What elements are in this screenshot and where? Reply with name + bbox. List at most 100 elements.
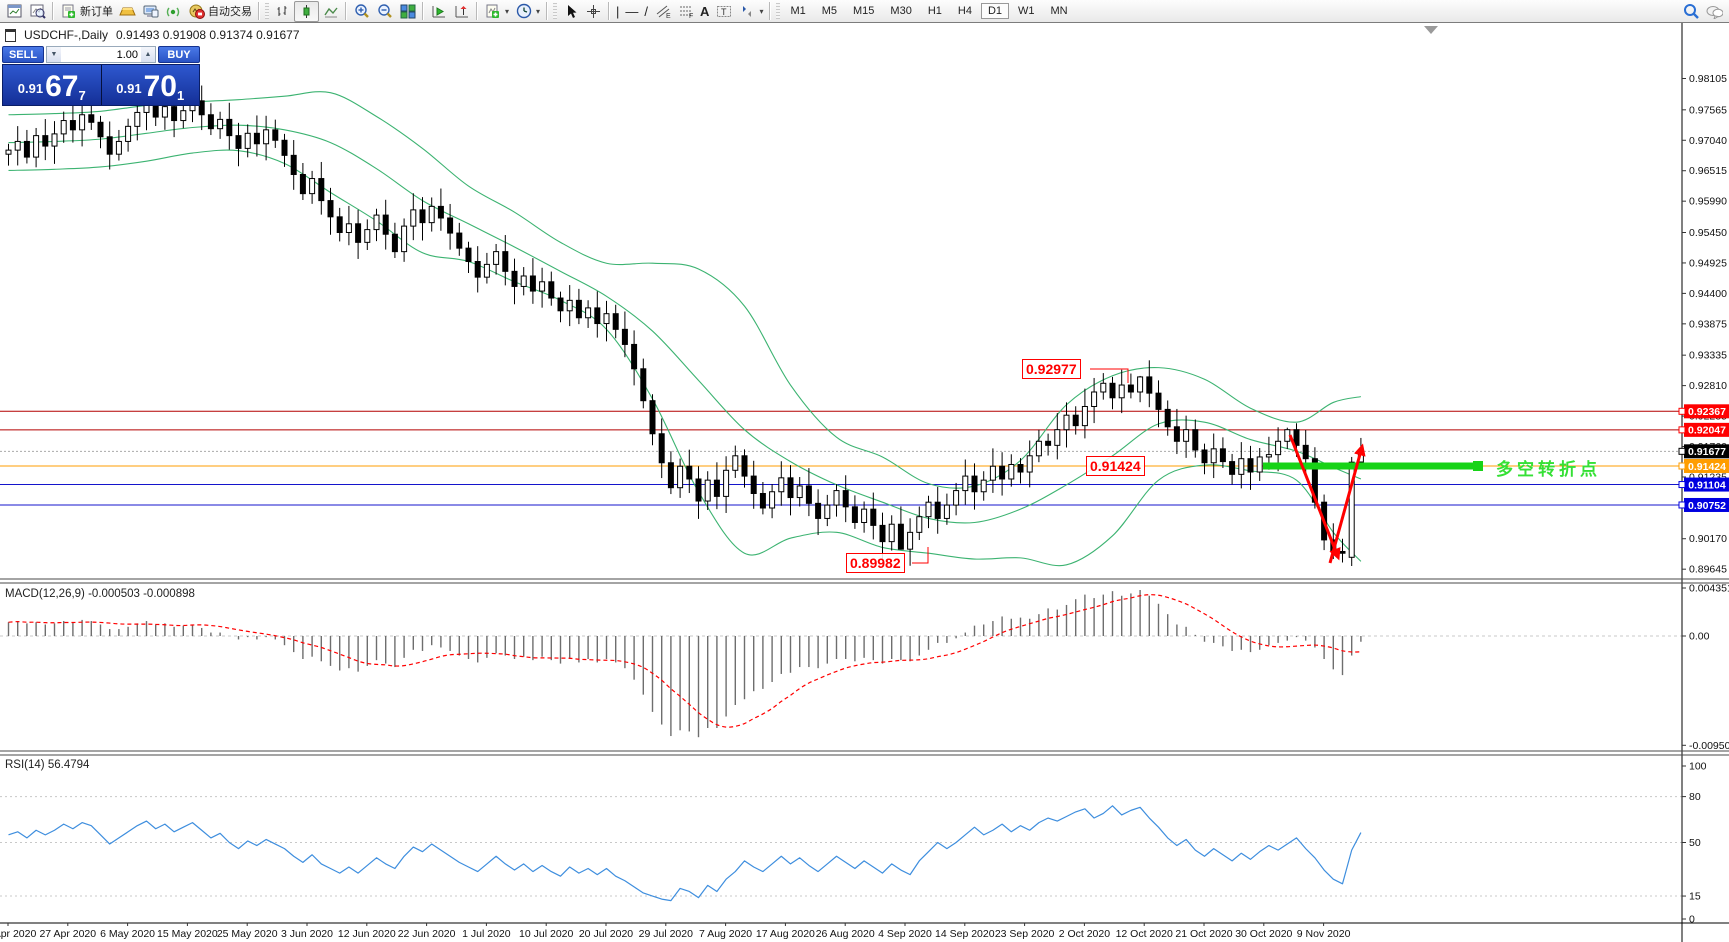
bid-price-pip: 7 [78, 88, 86, 103]
zoom-in-button[interactable] [350, 2, 373, 21]
price-tag[interactable]: 0.91424 [1678, 459, 1729, 473]
candle-body [971, 475, 978, 493]
candle-body [962, 475, 969, 492]
timeframe-button-mn[interactable]: MN [1050, 5, 1068, 17]
candle-body [1100, 382, 1107, 393]
candle-body [1348, 461, 1355, 558]
text-tool-button[interactable]: A [697, 2, 712, 21]
bar-chart-icon [274, 3, 291, 20]
periods-button[interactable]: ▾ [512, 2, 543, 21]
axis-tick-label: 0.97040 [1689, 135, 1727, 147]
timeframe-button-m15[interactable]: M15 [853, 5, 875, 17]
timeframe-button-h4[interactable]: H4 [957, 5, 972, 17]
price-tag[interactable]: 0.90752 [1678, 497, 1729, 512]
price-tag[interactable]: 0.91104 [1678, 477, 1729, 492]
candle-body [493, 251, 500, 265]
volume-input[interactable] [61, 47, 141, 62]
volume-increase-button[interactable]: ▲ [141, 47, 155, 62]
candle-body [125, 125, 132, 142]
rsi-indicator-label: RSI(14) 56.4794 [5, 759, 89, 771]
chart-shift-marker[interactable] [1424, 26, 1438, 34]
timeframe-button-h1[interactable]: H1 [927, 5, 942, 17]
channel-tool-button[interactable]: E [651, 2, 674, 21]
chart-window-icon [6, 3, 23, 20]
axis-tick-label: 100 [1689, 761, 1707, 773]
tile-windows-button[interactable] [396, 2, 419, 21]
volume-decrease-button[interactable]: ▼ [47, 47, 61, 62]
candle-body [695, 478, 702, 502]
annotation-low-price-label[interactable]: 0.89982 [846, 553, 905, 573]
sell-button[interactable]: SELL [2, 46, 44, 63]
annotation-mid-price-label[interactable]: 0.91424 [1086, 456, 1145, 476]
line-chart-type-button[interactable] [319, 2, 342, 21]
price-tag[interactable]: 0.91677 [1678, 444, 1729, 459]
red-up-arrow[interactable] [1328, 443, 1366, 564]
candle-body [980, 479, 987, 493]
axis-tick-label: 0.00 [1689, 631, 1710, 643]
cursor-tool-button[interactable] [559, 2, 582, 21]
indicators-button[interactable]: ▾ [481, 2, 512, 21]
horizontal-line-tool-button[interactable]: — [622, 2, 641, 21]
zoom-out-button[interactable] [373, 2, 396, 21]
equidistant-channel-icon: E [654, 3, 671, 20]
date-tick-label: 26 Aug 2020 [816, 928, 875, 940]
new-order-button[interactable]: 新订单 [57, 2, 116, 21]
candlestick-chart-type-button[interactable] [294, 0, 319, 22]
date-tick-label: 9 Nov 2020 [1297, 928, 1351, 940]
timeframe-button-w1[interactable]: W1 [1018, 5, 1035, 17]
new-chart-window-button[interactable] [3, 2, 26, 21]
ask-price-prefix: 0.91 [116, 81, 142, 97]
bar-chart-type-button[interactable] [271, 2, 294, 21]
fibonacci-tool-button[interactable]: F [674, 2, 697, 21]
sell-price-panel[interactable]: 0.91 67 7 [3, 65, 102, 105]
timeframe-button-m1[interactable]: M1 [790, 5, 806, 17]
date-tick-label: 12 Jun 2020 [338, 928, 396, 940]
date-tick-label: 17 Aug 2020 [756, 928, 815, 940]
terminal-icon [142, 3, 159, 20]
candlesticks [5, 85, 1364, 566]
trendline-tool-button[interactable]: / [641, 2, 651, 21]
chat-icon [1706, 3, 1723, 20]
price-tag[interactable]: 0.92047 [1678, 422, 1729, 437]
timeframe-button-m5[interactable]: M5 [821, 5, 838, 17]
red-down-arrow[interactable] [1288, 434, 1341, 561]
arrows-dropdown-arrow[interactable]: ▾ [759, 6, 764, 16]
periods-dropdown-arrow[interactable]: ▾ [536, 6, 541, 16]
candle-body [1293, 429, 1300, 446]
autotrade-button[interactable]: 自动交易 [185, 2, 255, 21]
terminal-button[interactable] [139, 2, 162, 21]
axis-tick-label: 80 [1689, 791, 1701, 803]
candle-body [1017, 463, 1024, 473]
candle-body [1072, 414, 1079, 427]
market-watch-button[interactable] [116, 2, 139, 21]
axis-tick-label: 0.93335 [1689, 350, 1727, 362]
signals-button[interactable] [162, 2, 185, 21]
candle-body [704, 479, 711, 502]
candle-body [548, 281, 555, 299]
turning-point-note[interactable]: 多空转折点 [1496, 460, 1601, 479]
chart-shift-button[interactable] [450, 2, 473, 21]
chart-profiles-button[interactable] [26, 2, 49, 21]
axis-tick-label: 0.92810 [1689, 380, 1727, 392]
buy-button[interactable]: BUY [158, 46, 200, 63]
timeframe-button-m30[interactable]: M30 [890, 5, 912, 17]
timeframe-button-d1[interactable]: D1 [980, 3, 1010, 19]
svg-text:T: T [721, 7, 727, 17]
candle-body [226, 118, 233, 137]
indicators-dropdown-arrow[interactable]: ▾ [505, 6, 510, 16]
arrows-tool-button[interactable]: ▾ [735, 2, 766, 21]
price-chart-canvas[interactable]: 0.98105 0.97565 0.97040 0.96515 0.95990 0.954… [0, 23, 1729, 942]
candle-body [161, 106, 168, 118]
text-label-tool-button[interactable]: T [712, 2, 735, 21]
candle-body [69, 120, 76, 131]
vertical-line-tool-button[interactable]: | [613, 2, 622, 21]
search-button[interactable] [1680, 2, 1703, 21]
price-tag[interactable]: 0.92367 [1678, 404, 1729, 419]
green-line-handle[interactable] [1473, 461, 1483, 471]
chat-button[interactable] [1703, 2, 1726, 21]
auto-scroll-button[interactable] [427, 2, 450, 21]
candle-body [217, 118, 224, 130]
annotation-high-price-label[interactable]: 0.92977 [1022, 359, 1081, 379]
buy-price-panel[interactable]: 0.91 70 1 [102, 65, 200, 105]
crosshair-tool-button[interactable] [582, 2, 605, 21]
